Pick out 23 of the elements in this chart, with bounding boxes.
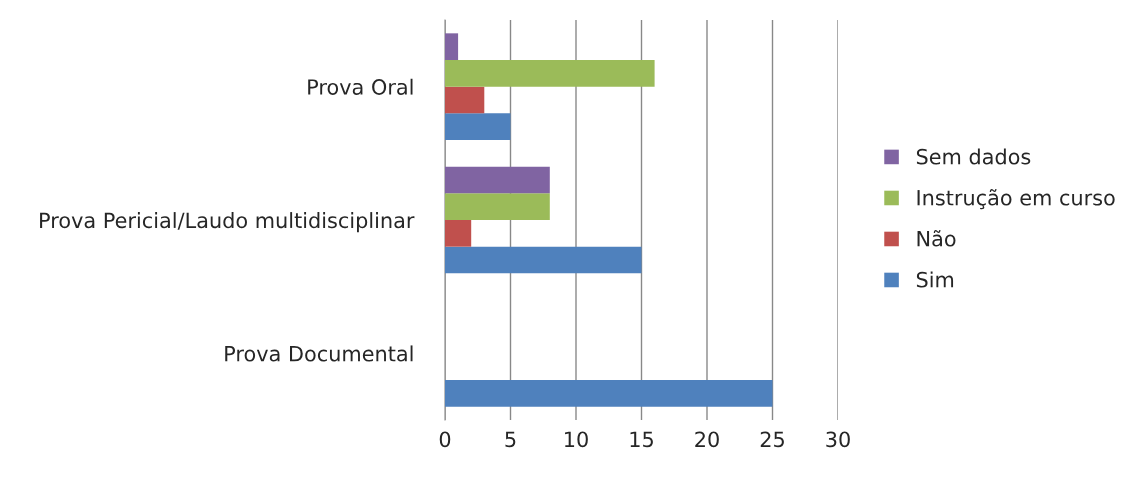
x-tick-label: 15 bbox=[630, 431, 653, 448]
y-tick-label: Prova Pericial/Laudo multidisciplinar bbox=[40, 212, 415, 233]
x-tick-label: 30 bbox=[826, 431, 850, 448]
y-tick-label: Prova Oral bbox=[308, 78, 413, 95]
bar bbox=[445, 113, 511, 140]
x-tick-label: 25 bbox=[760, 431, 784, 448]
x-tick-label: 20 bbox=[695, 431, 719, 448]
bar bbox=[445, 380, 773, 407]
bar bbox=[445, 246, 642, 274]
bar bbox=[445, 220, 472, 247]
bar bbox=[445, 193, 550, 220]
bar bbox=[445, 33, 459, 60]
legend-label: Sem dados bbox=[916, 148, 1031, 165]
x-tick-label: 0 bbox=[439, 431, 451, 448]
bar bbox=[445, 86, 485, 114]
legend-label: Sim bbox=[916, 271, 954, 288]
legend-label: Instrução em curso bbox=[917, 189, 1115, 210]
x-tick-label: 10 bbox=[565, 431, 588, 448]
legend-label: Não bbox=[917, 230, 956, 247]
bar bbox=[445, 60, 655, 87]
x-tick-label: 5 bbox=[505, 431, 516, 448]
y-tick-label: Prova Documental bbox=[225, 345, 413, 362]
bar bbox=[445, 166, 550, 194]
